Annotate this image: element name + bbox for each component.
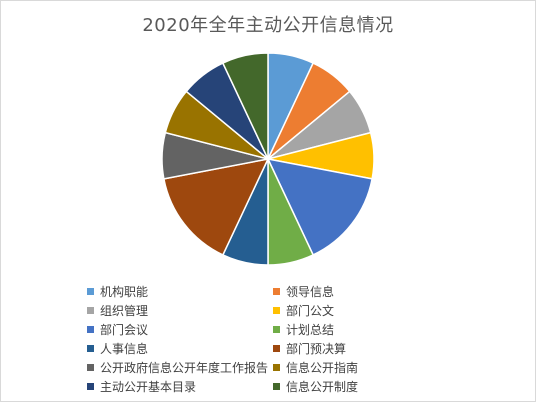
legend-swatch bbox=[273, 287, 280, 295]
legend-label: 机构职能 bbox=[100, 284, 149, 299]
legend-label: 人事信息 bbox=[100, 341, 149, 356]
legend-item-1: 机构职能 bbox=[87, 282, 148, 300]
chart-title: 2020年全年主动公开信息情况 bbox=[142, 15, 394, 36]
legend-item-10: 信息公开指南 bbox=[273, 358, 358, 376]
legend-swatch bbox=[273, 382, 280, 390]
legend-item-3: 组织管理 bbox=[87, 301, 148, 319]
legend-item-8: 部门预决算 bbox=[273, 339, 346, 357]
legend-label: 部门公文 bbox=[286, 303, 335, 318]
legend-item-12: 信息公开制度 bbox=[273, 377, 358, 395]
legend-item-6: 计划总结 bbox=[273, 320, 334, 338]
legend-swatch bbox=[87, 382, 94, 390]
legend-item-9: 公开政府信息公开年度工作报告 bbox=[87, 358, 268, 376]
legend-item-5: 部门会议 bbox=[87, 320, 148, 338]
legend-label: 主动公开基本目录 bbox=[100, 379, 197, 394]
legend-label: 信息公开指南 bbox=[286, 360, 359, 375]
legend-label: 公开政府信息公开年度工作报告 bbox=[100, 360, 269, 375]
legend-label: 信息公开制度 bbox=[286, 379, 359, 394]
pie-slice-12 bbox=[221, 52, 269, 160]
legend-swatch bbox=[87, 287, 94, 295]
legend-swatch bbox=[87, 306, 94, 314]
legend-label: 领导信息 bbox=[286, 284, 335, 299]
pie-slice-8 bbox=[163, 157, 270, 256]
legend-label: 组织管理 bbox=[100, 303, 149, 318]
legend-swatch bbox=[273, 363, 280, 371]
legend-label: 计划总结 bbox=[286, 322, 335, 337]
legend-swatch bbox=[87, 363, 94, 371]
legend-label: 部门会议 bbox=[100, 322, 149, 337]
legend-swatch bbox=[273, 344, 280, 352]
legend-swatch bbox=[87, 344, 94, 352]
legend-item-7: 人事信息 bbox=[87, 339, 148, 357]
legend-label: 部门预决算 bbox=[286, 341, 347, 356]
legend-swatch bbox=[273, 325, 280, 333]
pie-slice-5 bbox=[266, 157, 373, 256]
legend-item-4: 部门公文 bbox=[273, 301, 334, 319]
legend-swatch bbox=[87, 325, 94, 333]
legend-item-2: 领导信息 bbox=[273, 282, 334, 300]
legend-swatch bbox=[273, 306, 280, 314]
legend-item-11: 主动公开基本目录 bbox=[87, 377, 196, 395]
